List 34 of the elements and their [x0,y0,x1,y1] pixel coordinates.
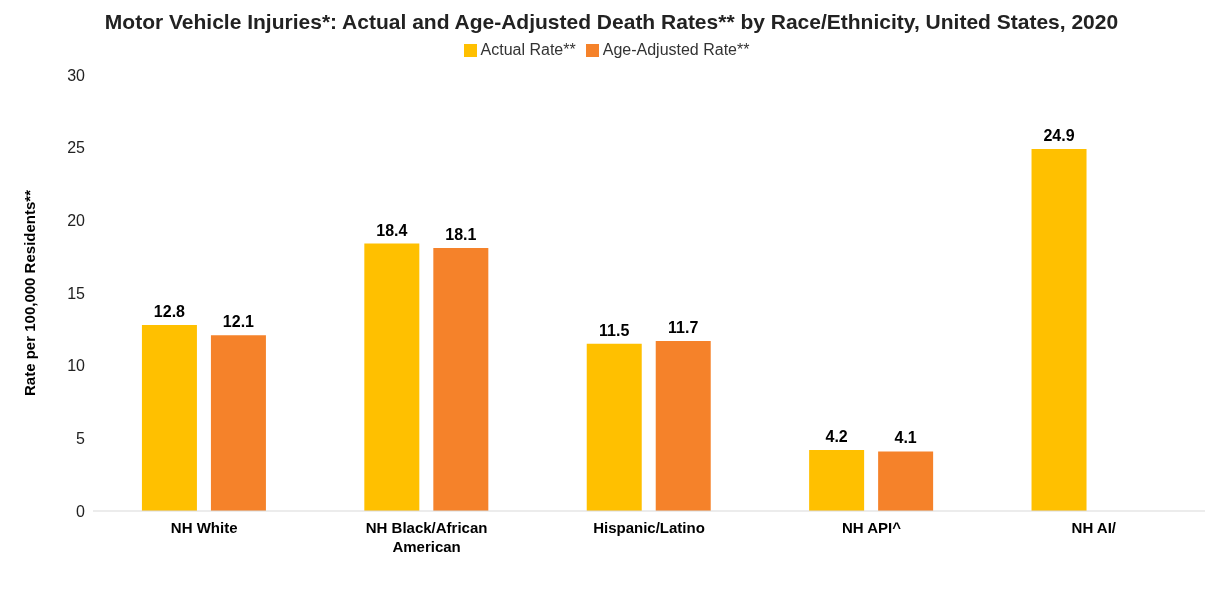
bar [433,247,489,511]
y-tick-label: 5 [76,430,86,448]
y-tick-label: 0 [76,502,86,520]
bar [655,340,711,511]
legend-label: Age-Adjusted Rate** [602,41,750,58]
x-tick-label: NH API^ [841,519,902,536]
y-tick-label: 25 [67,139,86,157]
bar [364,243,420,511]
y-tick-label: 30 [67,66,86,84]
data-label: 18.4 [376,221,408,239]
y-tick-label: 10 [67,357,86,375]
data-label: 18.1 [445,225,477,243]
bar [878,451,934,511]
data-label: 24.9 [1043,127,1075,145]
chart-title: Motor Vehicle Injuries*: Actual and Age-Adjusted Death Rates** by Race/Ethnicity, United States, 2020 [103,9,1120,35]
legend-label: Actual Rate** [480,41,576,58]
data-label: 4.1 [894,429,917,447]
data-label: 12.8 [153,302,186,320]
y-tick-label: 15 [67,284,86,302]
y-axis-title: Rate per 100,000 Residents** [21,189,39,396]
bar [210,335,266,511]
data-label: 11.5 [599,321,630,339]
y-tick-label: 20 [67,212,86,230]
x-tick-label: NH Black/African American [365,519,488,555]
bar [809,449,865,511]
data-label: 11.7 [668,318,699,336]
bar [1031,149,1087,511]
bar [586,343,642,511]
data-label: 4.2 [825,427,848,445]
data-label: 12.1 [222,313,255,331]
x-tick-label: NH White [170,519,238,536]
bar [141,324,197,511]
x-tick-label: NH AI/ [1071,519,1117,536]
x-tick-label: Hispanic/Latino [593,519,705,536]
